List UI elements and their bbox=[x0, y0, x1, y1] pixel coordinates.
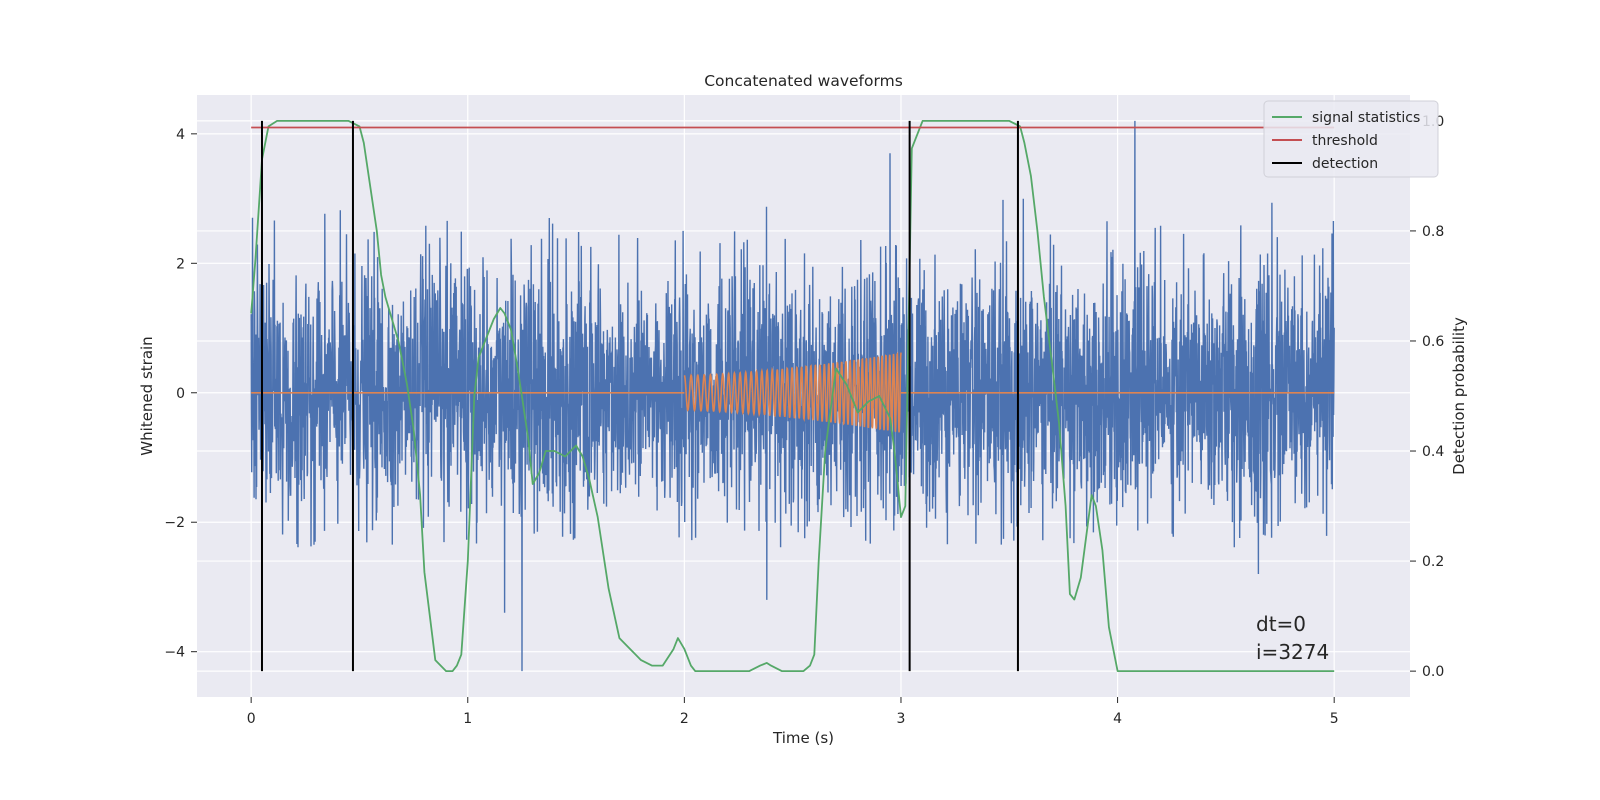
legend-label-threshold: threshold bbox=[1312, 133, 1378, 149]
x-tick-label: 5 bbox=[1330, 711, 1339, 727]
y2-tick-label: 0.6 bbox=[1422, 334, 1444, 350]
legend-label-signal-statistics: signal statistics bbox=[1312, 110, 1420, 126]
y2-tick-label: 0.2 bbox=[1422, 554, 1444, 570]
chirp-line bbox=[683, 351, 902, 433]
strain-series bbox=[250, 120, 1335, 672]
chart-title: Concatenated waveforms bbox=[704, 72, 903, 90]
x-tick-label: 1 bbox=[463, 711, 472, 727]
signal-statistics-series bbox=[250, 120, 1335, 672]
y-tick-label: −2 bbox=[164, 515, 185, 531]
x-tick-label: 0 bbox=[247, 711, 256, 727]
y-axis-label: Whitened strain bbox=[138, 336, 156, 455]
y2-tick-label: 0.8 bbox=[1422, 224, 1444, 240]
detection-series bbox=[260, 120, 1019, 672]
legend-box bbox=[1263, 100, 1439, 178]
x-tick-label: 3 bbox=[897, 711, 906, 727]
y-tick-label: 4 bbox=[176, 127, 185, 143]
x-tick-label: 2 bbox=[680, 711, 689, 727]
signal-statistics-line bbox=[250, 120, 1335, 672]
x-tick-label: 4 bbox=[1113, 711, 1122, 727]
legend-label-detection: detection bbox=[1312, 156, 1378, 172]
chirp-series bbox=[251, 351, 1335, 433]
x-axis-label: Time (s) bbox=[772, 729, 834, 747]
y-tick-label: 2 bbox=[176, 256, 185, 272]
annotation-index: i=3274 bbox=[1256, 640, 1329, 664]
legend: signal statistics threshold detection bbox=[1263, 100, 1439, 178]
strain-line bbox=[250, 120, 1335, 672]
y2-tick-label: 0.4 bbox=[1422, 444, 1444, 460]
y-tick-label: 0 bbox=[176, 386, 185, 402]
annotation-dt: dt=0 bbox=[1256, 612, 1306, 636]
y2-axis-label: Detection probability bbox=[1450, 317, 1468, 475]
y-tick-label: −4 bbox=[164, 645, 185, 661]
y2-tick-label: 0.0 bbox=[1422, 664, 1444, 680]
